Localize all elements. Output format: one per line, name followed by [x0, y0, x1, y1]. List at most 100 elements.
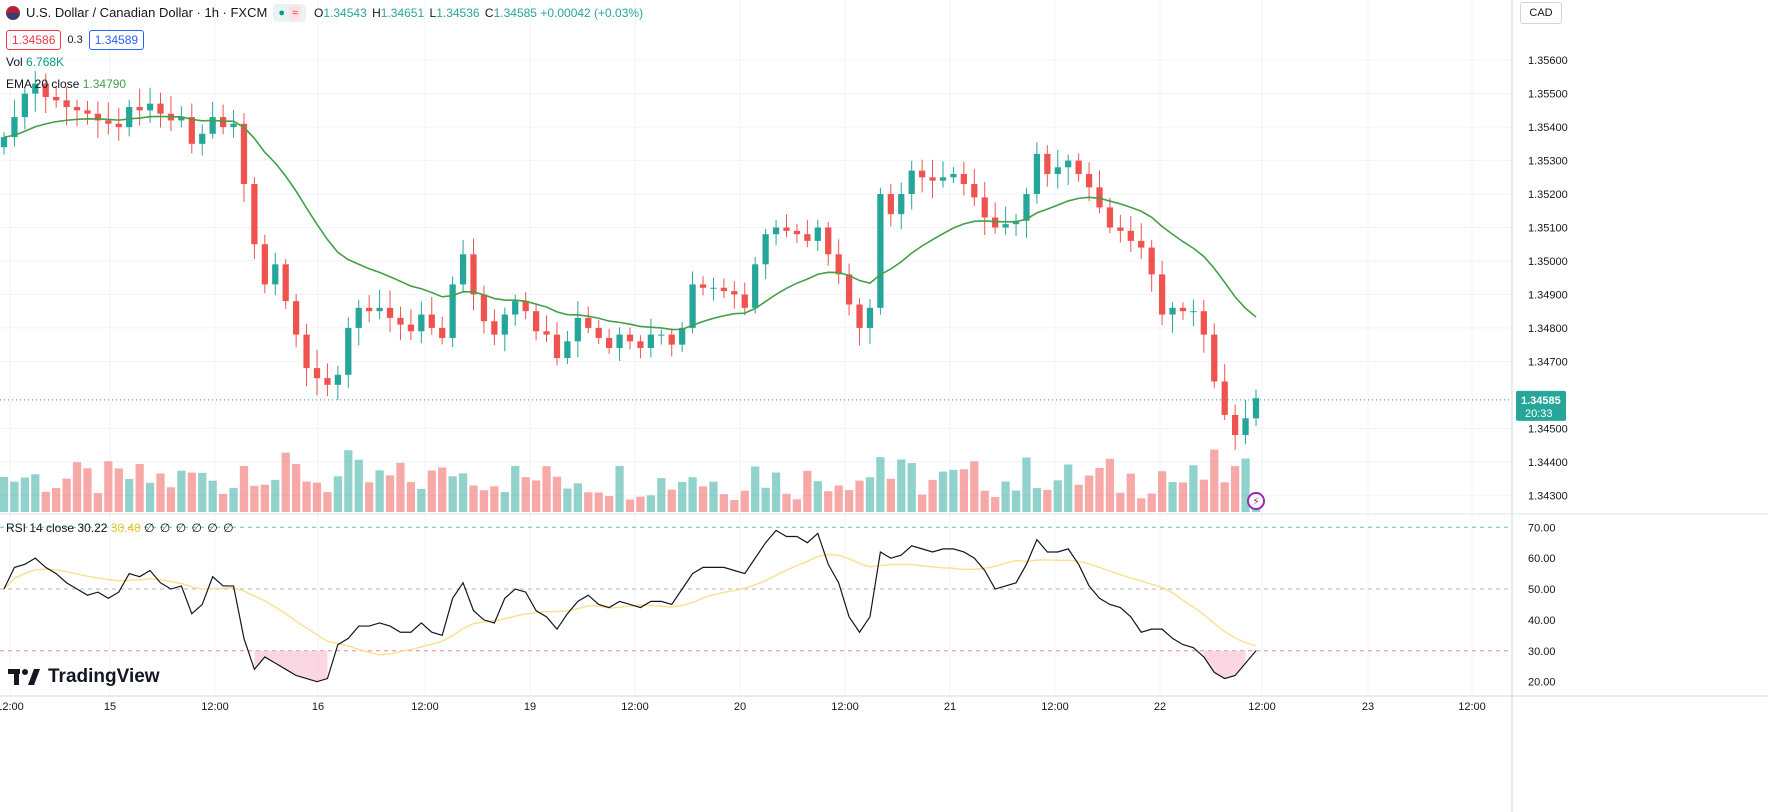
candle-body [532, 311, 540, 332]
volume-bar [1095, 467, 1104, 512]
x-tick-label: 23 [1362, 701, 1374, 713]
candle-body [1179, 307, 1187, 312]
x-tick-label: 12:00 [1041, 701, 1069, 713]
volume-bar [104, 461, 113, 512]
candle-body [856, 304, 863, 328]
volume-bar [928, 479, 937, 512]
candle-body [731, 291, 738, 295]
candle-body [418, 314, 425, 332]
price-tick-label: 1.34700 [1528, 356, 1568, 368]
high-label: H [372, 6, 381, 20]
volume-bar [678, 481, 687, 512]
volume-bar [991, 497, 1000, 512]
candle-body [939, 177, 947, 181]
volume-bar [1220, 482, 1229, 512]
price-tick-label: 1.35100 [1528, 223, 1568, 235]
tradingview-logo[interactable]: TradingView [8, 666, 160, 688]
candle-body [887, 194, 894, 215]
candle-body [1127, 230, 1134, 241]
volume-bar [646, 495, 655, 512]
volume-bar [83, 468, 92, 512]
volume-bar [125, 478, 134, 512]
x-tick-label: 12:00 [0, 701, 24, 713]
candle-body [1002, 224, 1009, 228]
rsi-legend[interactable]: RSI 14 close 30.22 30.40 ∅ ∅ ∅ ∅ ∅ ∅ [6, 520, 235, 536]
volume-bar [667, 489, 676, 512]
volume-bar [1157, 471, 1167, 512]
countdown-label: 20:33 [1525, 408, 1553, 420]
candle-body [950, 173, 957, 178]
candle-body [386, 307, 394, 318]
candle-body [1252, 398, 1260, 419]
candle-body [898, 194, 905, 215]
x-tick-label: 12:00 [1248, 701, 1276, 713]
volume-bar [354, 459, 363, 512]
candle-body [334, 374, 341, 385]
candle-body [783, 227, 790, 231]
candle-body [971, 184, 978, 198]
candle-body [63, 100, 70, 108]
volume-bar [385, 475, 395, 512]
lightning-icon[interactable]: ⚡ [1247, 492, 1265, 510]
volume-bar [719, 494, 729, 512]
candle-body [647, 334, 654, 348]
volume-bar [344, 450, 353, 512]
trade-buttons: 1.34586 0.3 1.34589 [6, 30, 145, 50]
ema-line [3, 115, 1257, 331]
volume-bar [177, 470, 186, 512]
candle-body [84, 110, 91, 114]
volume-bar [584, 492, 593, 512]
candle-body [105, 120, 112, 124]
candle-body [616, 334, 623, 348]
volume-bar [312, 482, 322, 512]
candle-body [219, 117, 227, 128]
volume-bar [511, 465, 520, 512]
volume-legend[interactable]: Vol 6.768K [6, 54, 64, 70]
change-value: +0.00042 (+0.03%) [540, 6, 644, 20]
market-status-pill[interactable]: ● ≈ [273, 4, 307, 22]
candle-body [1044, 153, 1051, 174]
x-tick-label: 12:00 [411, 701, 439, 713]
candle-body [804, 234, 811, 241]
candle-body [585, 317, 592, 328]
currency-button[interactable]: CAD [1520, 2, 1562, 24]
candle-body [480, 294, 488, 322]
rsi-tick-label: 40.00 [1528, 615, 1556, 627]
candle-body [960, 173, 967, 184]
x-tick-label: 21 [944, 701, 956, 713]
volume-bar [52, 487, 61, 512]
volume-bar [542, 466, 551, 512]
volume-bar [782, 493, 791, 512]
volume-bar [1126, 473, 1135, 512]
rsi-tick-label: 70.00 [1528, 522, 1556, 534]
spread-value: 0.3 [67, 34, 83, 46]
x-tick-label: 22 [1154, 701, 1166, 713]
volume-bar [166, 487, 176, 512]
candle-body [1211, 334, 1218, 382]
volume-bar [292, 464, 301, 512]
candle-body [199, 133, 206, 144]
buy-button[interactable]: 1.34589 [88, 30, 145, 50]
ema-value: 1.34790 [82, 77, 127, 91]
volume-bar [1001, 481, 1010, 512]
ema-legend[interactable]: EMA 20 close 1.34790 [6, 76, 126, 92]
symbol-title[interactable]: U.S. Dollar / Canadian Dollar · 1h · FXC… [26, 5, 268, 20]
volume-bar [907, 463, 916, 512]
volume-bar [135, 464, 144, 512]
volume-bar [698, 486, 708, 512]
price-tick-label: 1.34800 [1528, 323, 1568, 335]
volume-bar [417, 488, 426, 512]
candle-body [720, 287, 728, 292]
candle-body [1190, 311, 1197, 313]
volume-bar [615, 465, 624, 512]
volume-bar [563, 488, 572, 512]
candle-body [126, 107, 133, 128]
sell-button[interactable]: 1.34586 [6, 30, 62, 50]
volume-bar [594, 492, 603, 512]
candle-body [595, 327, 602, 338]
volume-bar [156, 473, 165, 512]
candle-body [543, 331, 550, 335]
